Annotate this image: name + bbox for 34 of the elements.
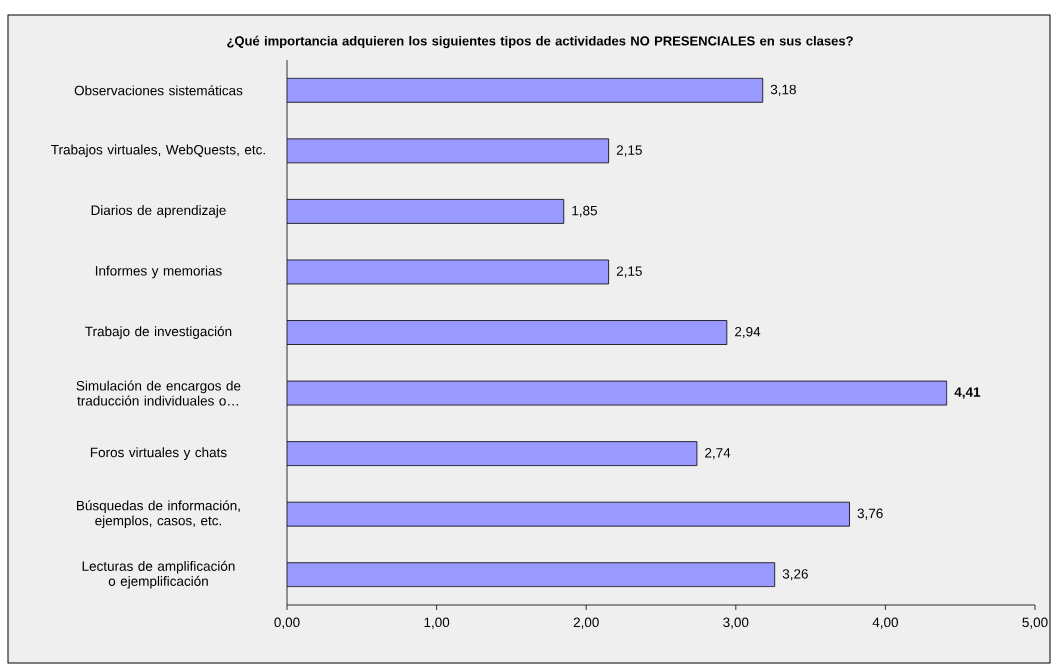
bar <box>287 138 610 164</box>
bar <box>287 259 610 285</box>
x-tick-label: 0,00 <box>274 617 300 629</box>
bar <box>287 77 764 103</box>
data-label: 2,15 <box>616 266 642 278</box>
y-tick-label: Lecturas de amplificación o ejemplificación <box>82 560 235 589</box>
y-tick-label: Búsquedas de información, ejemplos, casos, etc. <box>77 500 240 529</box>
y-tick-label: Diarios de aprendizaje <box>91 205 226 218</box>
y-tick-label: Trabajo de investigación <box>85 326 232 339</box>
y-tick-label: Trabajos virtuales, WebQuests, etc. <box>51 144 265 158</box>
x-tick-label: 3,00 <box>723 617 749 629</box>
x-tick-label: 2,00 <box>573 617 599 629</box>
data-label: 2,15 <box>616 145 642 157</box>
x-tick-label: 4,00 <box>872 617 899 629</box>
y-tick-label: Observaciones sistemáticas <box>74 85 243 96</box>
bar <box>287 562 776 588</box>
data-label: 3,26 <box>782 569 808 581</box>
data-label: 1,85 <box>572 205 598 217</box>
bar <box>287 199 565 224</box>
data-label: 3,18 <box>770 84 796 96</box>
x-tick-label: 5,00 <box>1022 617 1048 629</box>
y-tick-label: Simulación de encargos de traducción individuales o… <box>76 380 241 406</box>
chart-title: ¿Qué importancia adquieren los siguientes tipos de actividades NO PRESENCIALES en sus clases? <box>227 35 853 49</box>
x-tick-label: 1,00 <box>424 617 450 629</box>
bar <box>287 441 698 467</box>
data-label: 4,41 <box>954 387 981 399</box>
data-label: 2,94 <box>735 326 761 339</box>
bar <box>287 380 948 406</box>
data-label: 2,74 <box>705 448 731 460</box>
y-tick-label: Foros virtuales y chats <box>90 447 227 460</box>
data-label: 3,76 <box>857 508 883 520</box>
bar <box>287 320 728 345</box>
y-tick-label: Informes y memorias <box>95 265 222 279</box>
bar <box>287 501 850 527</box>
